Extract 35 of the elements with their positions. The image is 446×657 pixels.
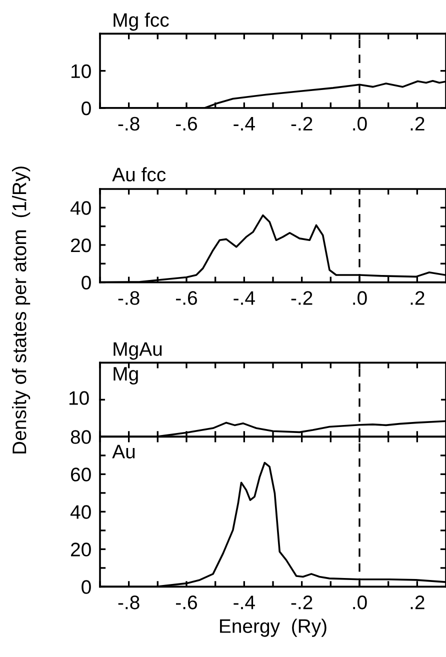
x-tick-label: -.6 xyxy=(176,596,197,610)
x-tick-label: -.4 xyxy=(234,291,255,305)
y-tick-label: 40 xyxy=(70,505,91,519)
y-tick-label: 0 xyxy=(82,580,91,594)
x-axis-title: Energy (Ry) xyxy=(220,618,326,637)
y-tick-label: 20 xyxy=(71,542,91,556)
x-tick-label: -.6 xyxy=(176,291,197,305)
x-tick-label: -.8 xyxy=(118,116,140,131)
y-tick-label: 0 xyxy=(82,276,91,290)
y-axis-title: Density of states per atom (1/Ry) xyxy=(12,166,30,454)
x-tick-label: -.4 xyxy=(234,117,255,130)
y-tick-label: 20 xyxy=(71,238,91,252)
y-tick-label: 60 xyxy=(71,468,91,482)
x-tick-label: .2 xyxy=(410,596,424,610)
chart-title: Mg fcc xyxy=(114,12,169,31)
y-tick-label: 80 xyxy=(70,430,91,444)
x-tick-label: -.4 xyxy=(234,596,255,610)
chart-title: MgAu xyxy=(114,342,162,360)
annotation: Au xyxy=(112,444,135,458)
x-tick-label: .0 xyxy=(353,116,367,131)
y-tick-label: 10 xyxy=(72,64,91,78)
x-tick-label: -.8 xyxy=(118,291,140,305)
chart-title: Au fcc xyxy=(112,167,166,182)
x-tick-label: -.2 xyxy=(291,116,312,130)
x-tick-label: .2 xyxy=(410,116,424,130)
y-tick-label: 0 xyxy=(82,101,91,116)
x-tick-label: .2 xyxy=(410,291,424,305)
x-tick-label: .0 xyxy=(353,291,367,305)
x-tick-label: -.8 xyxy=(118,596,140,610)
text: Mg xyxy=(114,367,138,385)
x-tick-label: -.6 xyxy=(176,116,197,131)
x-tick-label: -.2 xyxy=(291,291,312,305)
x-tick-label: -.2 xyxy=(291,596,312,610)
y-tick-label: 40 xyxy=(70,201,91,215)
x-tick-label: .0 xyxy=(353,596,367,610)
